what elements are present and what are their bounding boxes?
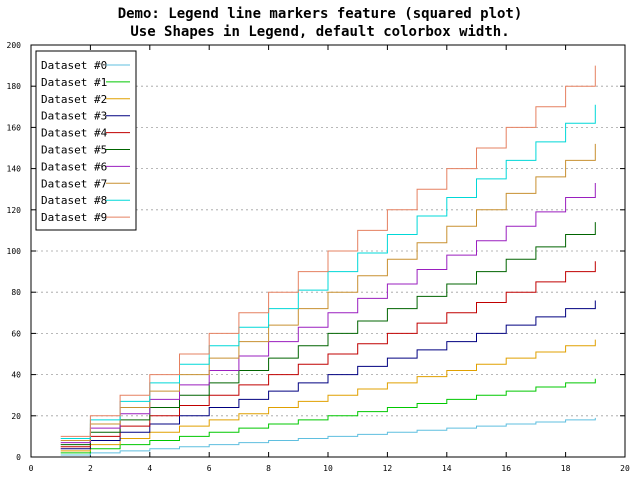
y-tick-label: 160 (7, 123, 22, 132)
axes: 0 20 40 60 80 100 120 140 160 180 200 0 2 4 6 8 10 12 14 16… (7, 41, 630, 473)
chart-subtitle: Use Shapes in Legend, default colorbox w… (130, 24, 509, 40)
legend-label: Dataset #2 (41, 93, 107, 106)
legend-label: Dataset #1 (41, 76, 107, 89)
y-tick-label: 40 (11, 371, 21, 380)
y-tick-label: 180 (7, 82, 22, 91)
legend-label: Dataset #0 (41, 59, 107, 72)
x-tick-label: 0 (29, 464, 34, 473)
x-tick-label: 4 (147, 464, 152, 473)
y-tick-label: 120 (7, 206, 22, 215)
x-tick-label: 14 (442, 464, 452, 473)
legend-label: Dataset #7 (41, 177, 107, 190)
x-tick-label: 6 (207, 464, 212, 473)
legend-label: Dataset #8 (41, 194, 107, 207)
series-line-9 (60, 65, 596, 437)
chart-title: Demo: Legend line markers feature (squar… (118, 6, 523, 22)
series-line-6 (60, 183, 596, 444)
x-tick-label: 2 (88, 464, 93, 473)
y-tick-label: 140 (7, 165, 22, 174)
series-line-0 (60, 417, 596, 456)
legend-label: Dataset #6 (41, 160, 107, 173)
y-tick-label: 0 (16, 453, 21, 462)
y-tick-label: 100 (7, 247, 22, 256)
series-group (60, 65, 596, 456)
y-tick-label: 20 (11, 412, 21, 421)
series-line-1 (60, 378, 596, 454)
y-tick-label: 80 (11, 288, 21, 297)
legend-label: Dataset #5 (41, 144, 107, 157)
y-tick-label: 60 (11, 329, 21, 338)
x-tick-label: 12 (383, 464, 393, 473)
legend-label: Dataset #9 (41, 211, 107, 224)
y-tick-label: 200 (7, 41, 22, 50)
x-tick-label: 16 (501, 464, 511, 473)
x-tick-label: 18 (561, 464, 571, 473)
legend-label: Dataset #3 (41, 110, 107, 123)
x-tick-label: 10 (323, 464, 333, 473)
x-tick-label: 20 (620, 464, 630, 473)
legend: Dataset #0 Dataset #1 Dataset #2 Dataset #3… (35, 50, 137, 231)
legend-label: Dataset #4 (41, 127, 108, 140)
x-tick-label: 8 (266, 464, 271, 473)
